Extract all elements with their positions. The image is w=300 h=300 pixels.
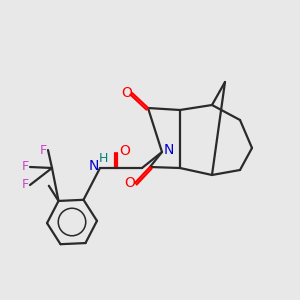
- Text: F: F: [21, 160, 28, 173]
- Text: O: O: [124, 176, 135, 190]
- Text: F: F: [21, 178, 28, 191]
- Text: F: F: [39, 143, 46, 157]
- Text: N: N: [164, 143, 174, 157]
- Text: O: O: [120, 144, 130, 158]
- Text: O: O: [122, 86, 132, 100]
- Text: H: H: [98, 152, 108, 164]
- Text: N: N: [89, 159, 99, 173]
